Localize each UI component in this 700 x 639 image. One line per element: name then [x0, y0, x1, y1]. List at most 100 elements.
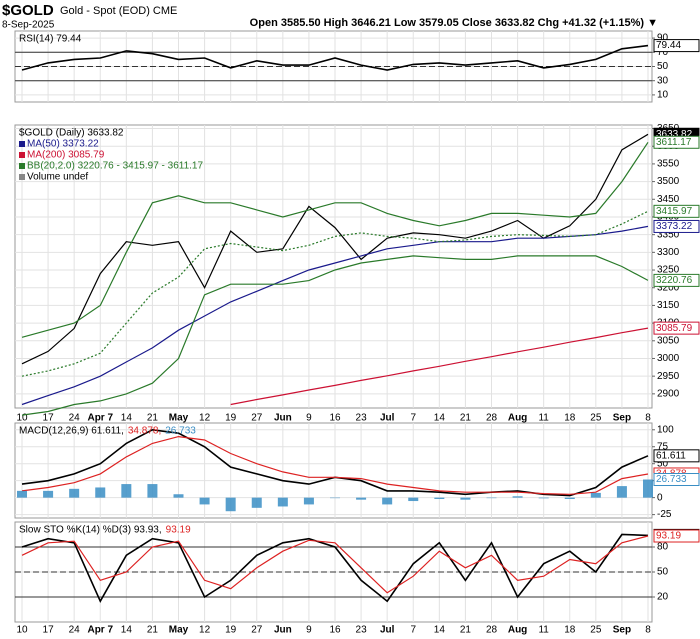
x-tick-label: 14 — [121, 413, 133, 424]
x-tick-label: 21 — [147, 413, 159, 424]
histogram-bar — [147, 484, 158, 498]
x-tick-label: 27 — [251, 625, 263, 636]
legend-swatch — [19, 152, 25, 158]
x-tick-label: 11 — [538, 625, 549, 636]
series-line — [21, 535, 649, 594]
series-line — [21, 44, 649, 71]
legend-label: 93.19 — [166, 525, 191, 536]
x-tick-label: Aug — [508, 625, 527, 636]
value-tag-label: 79.44 — [656, 40, 681, 51]
x-tick-label: 27 — [251, 413, 263, 424]
legend-label: 34.878, — [128, 426, 161, 437]
y-tick-label: 0 — [657, 492, 663, 503]
x-tick-label: Jul — [380, 625, 395, 636]
x-tick-label: 11 — [538, 413, 549, 424]
y-tick-label: 50 — [657, 458, 669, 469]
value-tag — [653, 273, 700, 287]
x-tick-label: 7 — [410, 625, 416, 636]
y-tick-label: 3200 — [657, 282, 680, 293]
histogram-bar — [616, 486, 627, 498]
x-tick-label: 18 — [564, 625, 576, 636]
histogram-bar — [564, 497, 575, 499]
quote: Open 3585.50 High 3646.21 Low 3579.05 Cl… — [250, 17, 658, 29]
y-tick-label: 75 — [657, 441, 669, 452]
x-tick-label: 9 — [306, 625, 312, 636]
value-tag-label: 3085.79 — [656, 323, 693, 334]
x-tick-label: 24 — [69, 625, 81, 636]
y-tick-label: 30 — [657, 75, 669, 86]
legend-swatch — [19, 174, 25, 180]
y-tick-label: 3250 — [657, 265, 680, 276]
value-tag — [653, 219, 700, 233]
x-tick-label: Jun — [274, 413, 292, 424]
y-tick-label: 100 — [657, 424, 674, 435]
legend-label: Volume undef — [27, 172, 88, 183]
x-tick-label: 19 — [225, 625, 237, 636]
histogram-bar — [486, 497, 497, 499]
value-tag-label: 93.19 — [656, 531, 681, 542]
y-tick-label: 90 — [657, 33, 669, 44]
legend-label: MA(200) 3085.79 — [27, 150, 105, 161]
value-tag-label: 3415.97 — [656, 206, 693, 217]
symbol: $GOLD — [2, 2, 54, 19]
x-tick-label: 14 — [434, 625, 446, 636]
value-tag — [653, 321, 700, 335]
histogram-bar — [277, 497, 288, 507]
y-tick-label: 10 — [657, 90, 669, 101]
histogram-bar — [643, 479, 653, 498]
x-tick-label: 17 — [43, 413, 55, 424]
histogram-bar — [225, 497, 236, 512]
histogram-bar — [590, 492, 601, 498]
y-tick-label: 3150 — [657, 300, 680, 311]
x-tick-label: 12 — [199, 625, 211, 636]
legend-label: MACD(12,26,9) 61.611, — [19, 426, 124, 437]
value-tag — [653, 473, 700, 487]
x-tick-label: Sep — [613, 413, 631, 424]
x-tick-label: Sep — [613, 625, 631, 636]
series-line — [21, 435, 649, 495]
y-tick-label: 3550 — [657, 159, 680, 170]
histogram-bar — [69, 488, 80, 498]
legend-label: MA(50) 3373.22 — [27, 139, 99, 150]
histogram-bar — [538, 497, 549, 499]
x-tick-label: Apr 7 — [87, 625, 113, 636]
value-tag — [653, 39, 700, 53]
histogram-bar — [460, 497, 471, 500]
histogram-bar — [95, 487, 106, 498]
y-tick-label: -25 — [657, 509, 672, 520]
x-tick-label: May — [169, 413, 189, 424]
y-tick-label: 50 — [657, 567, 669, 578]
histogram-bar — [121, 484, 132, 498]
value-tag — [653, 204, 700, 218]
x-tick-label: 24 — [69, 413, 81, 424]
x-tick-label: 19 — [225, 413, 237, 424]
x-tick-label: Jul — [380, 413, 395, 424]
legend-label: BB(20,2.0) 3220.76 - 3415.97 - 3611.17 — [27, 161, 203, 172]
histogram-bar — [408, 497, 419, 502]
x-tick-label: 17 — [43, 625, 55, 636]
y-tick-label: 3350 — [657, 229, 680, 240]
legend-label: Slow STO %K(14) %D(3) 93.93, — [19, 525, 162, 536]
x-tick-label: 8 — [645, 413, 651, 424]
histogram-bar — [173, 494, 184, 498]
legend-swatch — [19, 141, 25, 147]
legend-swatch — [19, 163, 25, 169]
y-tick-label: 3050 — [657, 335, 680, 346]
series-line — [21, 533, 649, 603]
y-tick-label: 2950 — [657, 371, 680, 382]
x-tick-label: Apr 7 — [87, 413, 113, 424]
x-tick-label: 25 — [590, 413, 602, 424]
y-tick-label: 50 — [657, 61, 669, 72]
histogram-bar — [43, 490, 54, 498]
value-tag-label: 61.611 — [656, 450, 686, 461]
histogram-bar — [330, 497, 340, 499]
x-tick-label: 21 — [460, 413, 472, 424]
histogram-bar — [382, 497, 393, 505]
legend-label: 26.733 — [165, 426, 196, 437]
series-line — [21, 255, 649, 416]
series-line — [21, 141, 649, 338]
legend-label: RSI(14) 79.44 — [19, 34, 82, 45]
x-tick-label: 9 — [306, 413, 312, 424]
x-tick-label: 7 — [410, 413, 416, 424]
